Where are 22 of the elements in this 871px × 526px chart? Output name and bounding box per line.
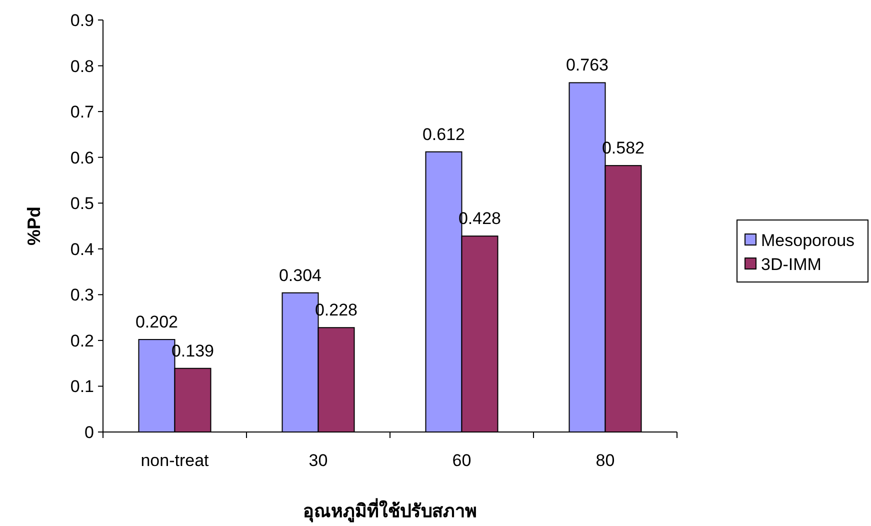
data-label: 0.612 [422,124,466,144]
legend-label: 3D-IMM [761,255,822,274]
y-tick-label: 0.6 [70,148,94,168]
legend-label: Mesoporous [761,231,855,250]
y-tick-label: 0 [84,423,94,442]
y-tick-label: 0.5 [70,194,94,214]
x-tick-label: 80 [596,451,615,470]
y-tick-label: 0.3 [70,286,94,305]
y-tick-label: 0.9 [70,11,94,30]
y-tick-label: 0.1 [70,377,94,396]
data-label: 0.763 [566,56,609,75]
y-tick-label: 0.4 [70,240,94,259]
data-label: 0.304 [278,266,322,285]
y-tick-label: 0.2 [70,331,94,350]
y-tick-label: 0.7 [70,102,94,122]
x-tick-label: non-treat [140,451,210,470]
x-axis-title: อุณหภูมิที่ใช้ปรับสภาพ [303,498,477,523]
y-tick-label: 0.8 [70,56,94,76]
x-tick-label: 30 [308,451,328,470]
y-axis-title: %Pd [24,206,44,246]
data-label: 0.202 [135,312,178,332]
x-tick-label: 60 [452,451,472,470]
